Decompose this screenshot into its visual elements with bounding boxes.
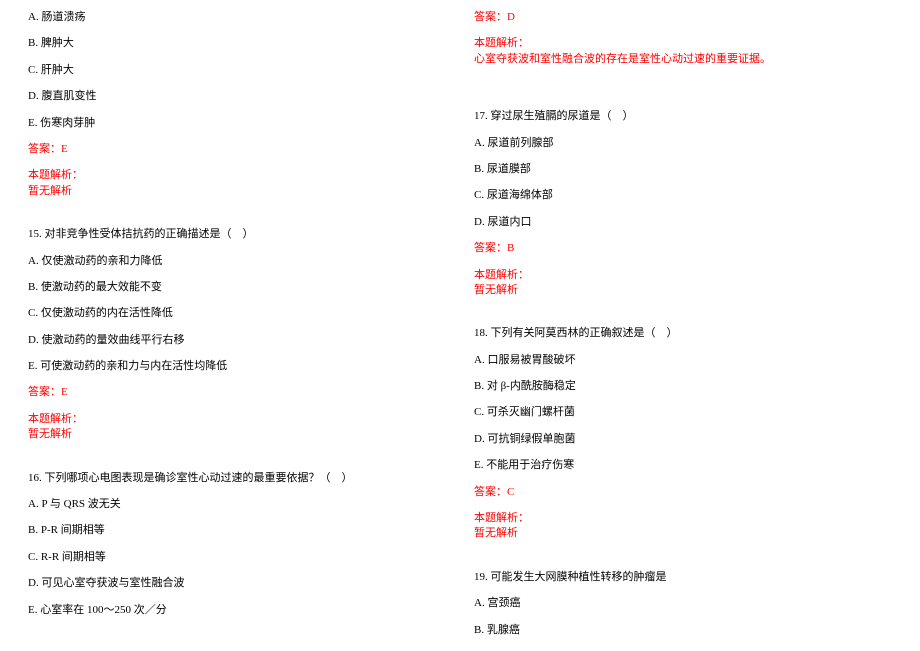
q16-option-a: A. P 与 QRS 波无关 bbox=[28, 497, 444, 512]
q14-option-a: A. 肠道溃疡 bbox=[28, 10, 444, 25]
q17-analysis: 本题解析： 暂无解析 bbox=[474, 268, 890, 299]
q17-answer: 答案：B bbox=[474, 241, 890, 256]
q18-analysis-content: 暂无解析 bbox=[474, 526, 890, 541]
q18-stem: 18. 下列有关阿莫西林的正确叙述是（ ） bbox=[474, 326, 890, 341]
q15-option-b: B. 使激动药的最大效能不变 bbox=[28, 280, 444, 295]
q18-option-e: E. 不能用于治疗伤寒 bbox=[474, 458, 890, 473]
q17-option-b: B. 尿道膜部 bbox=[474, 162, 890, 177]
q18-option-c: C. 可杀灭幽门螺杆菌 bbox=[474, 405, 890, 420]
q19-stem: 19. 可能发生大网膜种植性转移的肿瘤是 bbox=[474, 570, 890, 585]
q15-option-c: C. 仅使激动药的内在活性降低 bbox=[28, 306, 444, 321]
q16-option-e: E. 心室率在 100～250 次／分 bbox=[28, 603, 444, 618]
q14-option-b: B. 脾肿大 bbox=[28, 36, 444, 51]
q17-analysis-content: 暂无解析 bbox=[474, 283, 890, 298]
q16-analysis-content: 心室夺获波和室性融合波的存在是室性心动过速的重要证据。 bbox=[474, 52, 890, 67]
q15-answer: 答案：E bbox=[28, 385, 444, 400]
q15-analysis-label: 本题解析： bbox=[28, 412, 444, 427]
q14-answer: 答案：E bbox=[28, 142, 444, 157]
q19-option-b: B. 乳腺癌 bbox=[474, 623, 890, 638]
q16-option-c: C. R-R 间期相等 bbox=[28, 550, 444, 565]
q19-option-a: A. 宫颈癌 bbox=[474, 596, 890, 611]
q17-option-a: A. 尿道前列腺部 bbox=[474, 136, 890, 151]
q16-stem: 16. 下列哪项心电图表现是确诊室性心动过速的最重要依据？（ ） bbox=[28, 471, 444, 486]
q17-option-c: C. 尿道海绵体部 bbox=[474, 188, 890, 203]
q15-analysis: 本题解析： 暂无解析 bbox=[28, 412, 444, 443]
q14-option-d: D. 腹直肌变性 bbox=[28, 89, 444, 104]
q17-stem: 17. 穿过尿生殖膈的尿道是（ ） bbox=[474, 109, 890, 124]
q18-answer: 答案：C bbox=[474, 485, 890, 500]
q16-analysis: 本题解析： 心室夺获波和室性融合波的存在是室性心动过速的重要证据。 bbox=[474, 36, 890, 67]
q17-analysis-label: 本题解析： bbox=[474, 268, 890, 283]
q15-stem: 15. 对非竞争性受体拮抗药的正确描述是（ ） bbox=[28, 227, 444, 242]
q16-option-d: D. 可见心室夺获波与室性融合波 bbox=[28, 576, 444, 591]
q15-option-a: A. 仅使激动药的亲和力降低 bbox=[28, 254, 444, 269]
q16-analysis-label: 本题解析： bbox=[474, 36, 890, 51]
q14-option-c: C. 肝肿大 bbox=[28, 63, 444, 78]
q17-option-d: D. 尿道内口 bbox=[474, 215, 890, 230]
q16-option-b: B. P-R 间期相等 bbox=[28, 523, 444, 538]
q18-analysis: 本题解析： 暂无解析 bbox=[474, 511, 890, 542]
q18-option-a: A. 口服易被胃酸破坏 bbox=[474, 353, 890, 368]
q18-option-b: B. 对 β-内酰胺酶稳定 bbox=[474, 379, 890, 394]
q18-analysis-label: 本题解析： bbox=[474, 511, 890, 526]
q14-analysis: 本题解析： 暂无解析 bbox=[28, 168, 444, 199]
q14-analysis-label: 本题解析： bbox=[28, 168, 444, 183]
q15-option-e: E. 可使激动药的亲和力与内在活性均降低 bbox=[28, 359, 444, 374]
q15-option-d: D. 使激动药的量效曲线平行右移 bbox=[28, 333, 444, 348]
q15-analysis-content: 暂无解析 bbox=[28, 427, 444, 442]
q14-option-e: E. 伤寒肉芽肿 bbox=[28, 116, 444, 131]
q16-answer: 答案：D bbox=[474, 10, 890, 25]
q18-option-d: D. 可抗铜绿假单胞菌 bbox=[474, 432, 890, 447]
q14-analysis-content: 暂无解析 bbox=[28, 184, 444, 199]
